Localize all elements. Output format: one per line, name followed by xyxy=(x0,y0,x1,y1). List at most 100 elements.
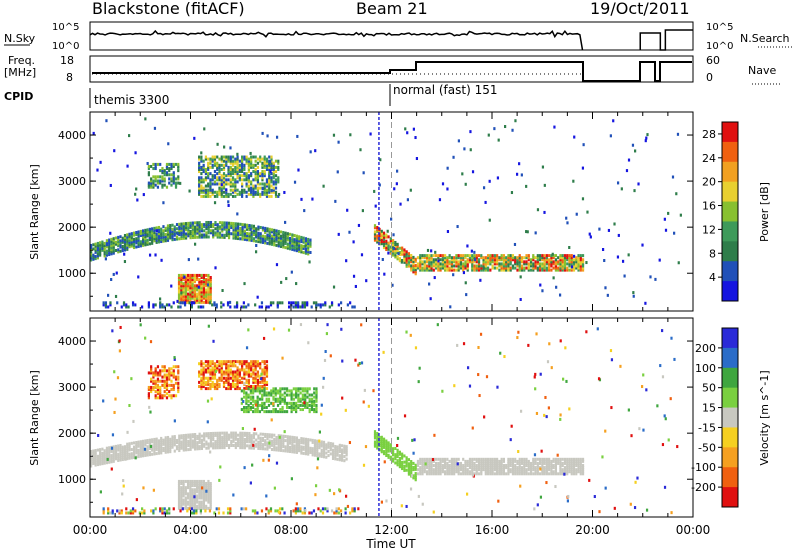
velocity-cell xyxy=(279,448,283,452)
velocity-cell xyxy=(154,367,157,371)
power-cell xyxy=(194,233,197,237)
velocity-cell xyxy=(243,372,246,376)
power-cell xyxy=(306,303,309,307)
power-cell xyxy=(486,256,490,260)
power-cell xyxy=(534,266,537,270)
velocity-cell xyxy=(191,504,194,508)
power-cell xyxy=(477,262,481,266)
velocity-cell xyxy=(279,393,282,397)
power-cell xyxy=(184,284,187,288)
velocity-cell xyxy=(156,396,160,400)
velocity-cell xyxy=(307,452,310,456)
power-cell xyxy=(178,222,181,226)
velocity-cell xyxy=(238,372,241,376)
power-cell xyxy=(382,231,386,235)
power-cell xyxy=(568,254,571,258)
velocity-cell xyxy=(153,448,156,452)
power-cell xyxy=(414,272,417,276)
power-cell xyxy=(518,254,521,258)
power-cell xyxy=(405,256,408,260)
velocity-cell xyxy=(516,468,519,472)
power-cell xyxy=(509,256,512,260)
power-cell xyxy=(286,246,289,250)
velocity-cell xyxy=(94,463,97,467)
velocity-cell xyxy=(568,461,571,465)
velocity-cell xyxy=(559,457,562,461)
velocity-cell xyxy=(150,385,153,389)
velocity-cell xyxy=(223,431,226,435)
power-cell xyxy=(164,237,167,241)
power-cell xyxy=(282,237,285,241)
velocity-cell xyxy=(421,457,424,461)
velocity-cell xyxy=(112,451,115,455)
velocity-cell xyxy=(502,468,506,472)
power-cell xyxy=(380,238,383,242)
velocity-cell xyxy=(191,481,194,485)
power-cell xyxy=(234,226,237,230)
power-cell xyxy=(175,223,179,227)
power-cell xyxy=(561,254,564,258)
power-cell xyxy=(147,171,150,175)
velocity-cell xyxy=(108,446,111,450)
velocity-cell xyxy=(505,464,508,468)
power-scatter xyxy=(99,160,102,164)
power-cell xyxy=(200,300,203,304)
velocity-cell xyxy=(284,445,287,449)
power-scatter xyxy=(504,125,507,129)
velocity-cell xyxy=(380,439,383,443)
velocity-cell xyxy=(430,470,433,474)
velocity-cell xyxy=(303,511,307,515)
velocity-cell xyxy=(191,492,194,496)
velocity-cell xyxy=(579,466,582,470)
velocity-cell xyxy=(252,434,256,438)
velocity-cell xyxy=(252,380,255,384)
velocity-cell xyxy=(545,464,548,468)
power-cell xyxy=(168,303,171,307)
power-scatter xyxy=(295,282,298,286)
power-cell xyxy=(165,303,169,307)
power-cell xyxy=(434,262,438,266)
power-cell xyxy=(554,264,558,268)
power-cell xyxy=(180,273,183,277)
velocity-cell xyxy=(162,449,165,453)
power-cell xyxy=(254,155,257,159)
power-cell xyxy=(241,174,244,178)
power-cell xyxy=(216,231,219,235)
velocity-cell xyxy=(419,466,422,470)
power-cell xyxy=(155,238,158,242)
velocity-cell xyxy=(154,379,157,383)
power-cell xyxy=(403,248,406,252)
power-cell xyxy=(263,165,266,169)
power-cell xyxy=(410,256,413,260)
power-cell xyxy=(171,231,174,235)
power-scatter xyxy=(625,169,629,173)
power-cell xyxy=(123,238,127,242)
velocity-cell xyxy=(90,460,93,464)
power-cell xyxy=(277,161,280,165)
velocity-cell xyxy=(254,509,257,513)
velocity-cell xyxy=(536,461,539,465)
velocity-cell xyxy=(428,466,431,470)
power-cell xyxy=(389,251,392,255)
velocity-cell xyxy=(182,500,185,504)
velocity-cell xyxy=(313,395,316,399)
velocity-cell xyxy=(316,441,319,445)
power-cell xyxy=(536,256,539,260)
power-scatter xyxy=(96,168,99,172)
velocity-cell xyxy=(218,444,222,448)
power-cell xyxy=(214,223,217,227)
velocity-cell xyxy=(380,450,383,454)
power-cell xyxy=(496,262,499,266)
velocity-cell xyxy=(283,401,286,405)
power-cell xyxy=(380,233,383,237)
velocity-cell xyxy=(274,399,277,403)
velocity-cell xyxy=(491,461,494,465)
power-cell xyxy=(177,275,181,279)
velocity-cell xyxy=(202,481,206,485)
power-cell xyxy=(103,246,106,250)
power-cell xyxy=(166,224,170,228)
velocity-cell xyxy=(121,445,124,449)
velocity-cell xyxy=(304,441,308,445)
velocity-cell xyxy=(529,472,533,476)
power-scatter xyxy=(227,203,230,207)
